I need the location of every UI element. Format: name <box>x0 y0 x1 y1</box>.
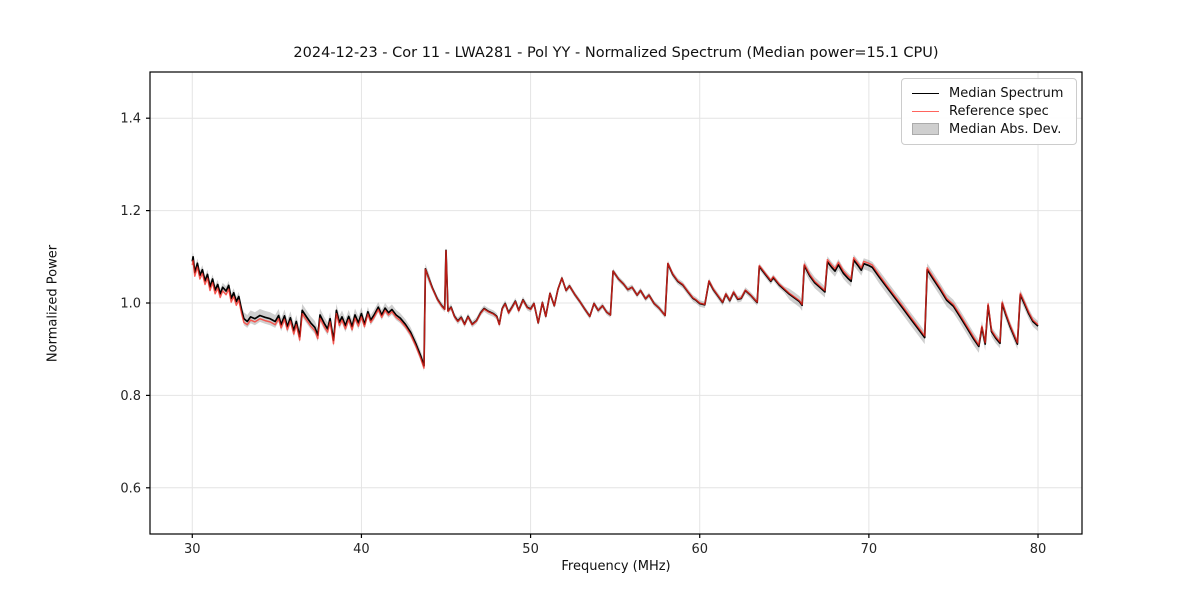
y-tick-label: 1.0 <box>120 297 141 312</box>
legend-label-median-abs-dev: Median Abs. Dev. <box>949 121 1062 137</box>
x-tick-label: 50 <box>522 542 539 557</box>
y-tick-label: 1.4 <box>120 112 141 127</box>
median-abs-dev-patch-swatch <box>912 123 939 136</box>
x-tick-label: 70 <box>861 542 878 557</box>
median-abs-dev-band <box>192 247 1039 371</box>
legend-label-median-spectrum: Median Spectrum <box>949 86 1064 102</box>
x-tick-label: 60 <box>691 542 708 557</box>
legend-item-reference-spec: Reference spec <box>912 103 1066 121</box>
legend: Median Spectrum Reference spec Median Ab… <box>901 78 1077 145</box>
x-tick-label: 80 <box>1030 542 1047 557</box>
x-tick-label: 30 <box>184 542 201 557</box>
legend-item-median-spectrum: Median Spectrum <box>912 85 1066 103</box>
legend-label-reference-spec: Reference spec <box>949 104 1049 119</box>
median-spectrum-line <box>191 249 1039 367</box>
x-axis-label: Frequency (MHz) <box>561 559 671 574</box>
chart-title: 2024-12-23 - Cor 11 - LWA281 - Pol YY - … <box>293 45 939 61</box>
x-tick-label: 40 <box>353 542 370 557</box>
reference-spec-line-swatch <box>912 111 939 112</box>
y-axis-label: Normalized Power <box>45 244 61 363</box>
reference-spec-line <box>191 250 1039 369</box>
median-spectrum-line-swatch <box>912 93 939 95</box>
legend-item-median-abs-dev: Median Abs. Dev. <box>912 120 1066 138</box>
y-tick-label: 1.2 <box>120 204 141 219</box>
y-tick-label: 0.8 <box>120 389 141 404</box>
y-tick-label: 0.6 <box>120 481 141 496</box>
